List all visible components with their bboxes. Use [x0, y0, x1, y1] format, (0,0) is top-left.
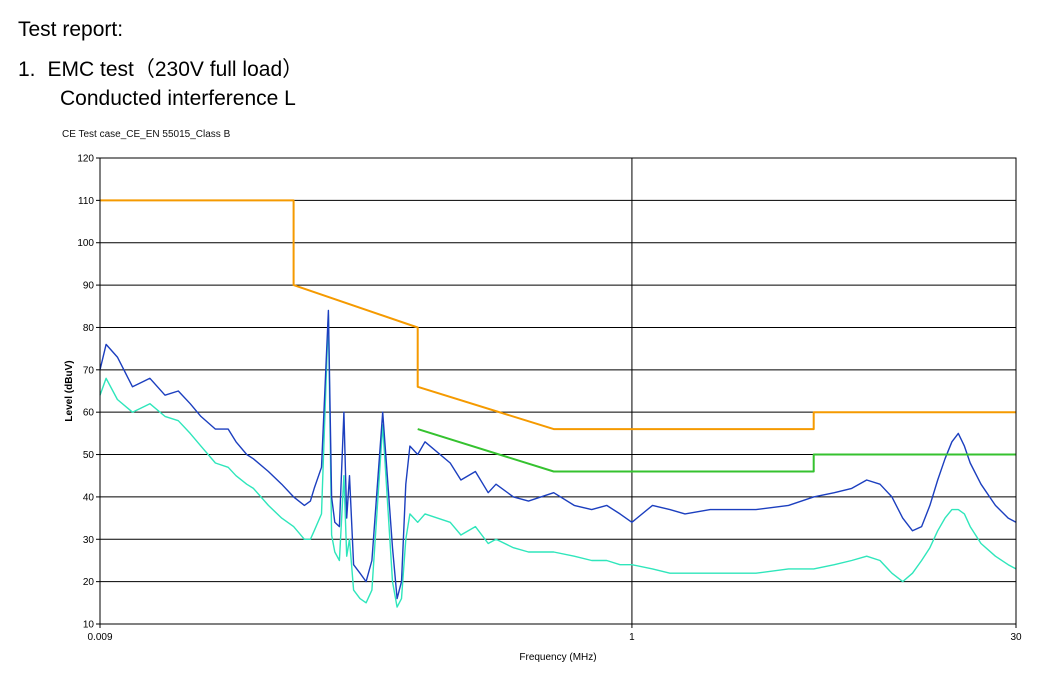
series-peak-line — [99, 309, 1017, 600]
x-tick-label: 1 — [629, 632, 635, 643]
y-tick-label: 20 — [83, 577, 95, 588]
y-tick-label: 90 — [83, 281, 95, 292]
item-number: 1. — [18, 58, 36, 81]
report-heading: Test report: — [18, 18, 124, 41]
x-axis-label: Frequency (MHz) — [519, 652, 596, 663]
y-tick-label: 110 — [78, 196, 94, 207]
series-qp-limit-line — [100, 199, 1016, 431]
y-axis-label: Level (dBuV) — [64, 360, 75, 421]
tick-layer: 10 20 30 40 50 60 70 80 90 100 110 120 0.009 1 30 — [77, 154, 1022, 644]
y-tick-label: 60 — [83, 408, 95, 419]
y-tick-label: 120 — [77, 154, 94, 165]
series-average-line — [99, 314, 1017, 608]
series-avg-limit-line — [417, 428, 1016, 473]
item-title: EMC test（230V full load） — [47, 58, 304, 81]
plot-frame — [99, 157, 1017, 625]
series-layer — [99, 199, 1017, 608]
y-tick-label: 10 — [83, 620, 95, 631]
y-tick-label: 70 — [83, 365, 95, 376]
y-tick-label: 40 — [83, 492, 95, 503]
y-tick-label: 50 — [83, 450, 95, 461]
chart-title: CE Test case_CE_EN 55015_Class B — [62, 129, 231, 140]
report-subtitle: Conducted interference L — [60, 87, 296, 110]
y-tick-label: 80 — [83, 323, 95, 334]
report-item: 1. EMC test（230V full load） — [18, 53, 303, 83]
x-tick-label: 0.009 — [87, 632, 112, 643]
y-tick-label: 30 — [83, 535, 95, 546]
y-tick-label: 100 — [77, 238, 94, 249]
grid-layer — [99, 157, 1017, 625]
x-tick-label: 30 — [1010, 632, 1022, 643]
